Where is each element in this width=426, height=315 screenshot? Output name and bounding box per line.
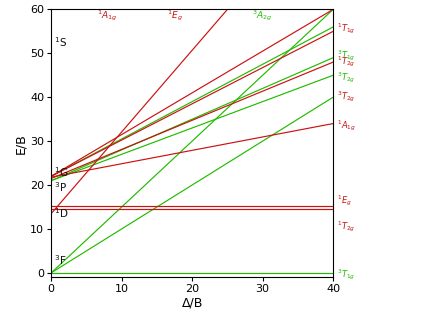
Text: $^3T_{2g}$: $^3T_{2g}$: [336, 70, 354, 85]
Text: $^1A_{1g}$: $^1A_{1g}$: [336, 118, 355, 133]
Text: $^1T_{1g}$: $^1T_{1g}$: [336, 22, 354, 37]
Text: $^1E_g$: $^1E_g$: [336, 193, 351, 208]
Text: $^3T_{1g}$: $^3T_{1g}$: [336, 268, 354, 282]
Text: $^3T_{2g}$: $^3T_{2g}$: [336, 90, 354, 105]
Text: $^1$G: $^1$G: [54, 165, 68, 179]
Text: $^1T_{2g}$: $^1T_{2g}$: [336, 55, 354, 69]
Text: $^1$S: $^1$S: [54, 36, 67, 49]
Text: $^3A_{2g}$: $^3A_{2g}$: [251, 9, 272, 23]
Text: $^1$D: $^1$D: [54, 207, 68, 220]
Text: $^3T_{1g}$: $^3T_{1g}$: [336, 48, 354, 63]
X-axis label: Δ/B: Δ/B: [181, 297, 202, 310]
Text: $^1E_g$: $^1E_g$: [167, 9, 183, 23]
Text: $^3$P: $^3$P: [54, 180, 67, 194]
Text: $^3$F: $^3$F: [54, 253, 66, 266]
Text: $^1T_{2g}$: $^1T_{2g}$: [336, 220, 354, 234]
Text: $^1A_{1g}$: $^1A_{1g}$: [97, 9, 117, 23]
Y-axis label: E/B: E/B: [14, 133, 27, 154]
